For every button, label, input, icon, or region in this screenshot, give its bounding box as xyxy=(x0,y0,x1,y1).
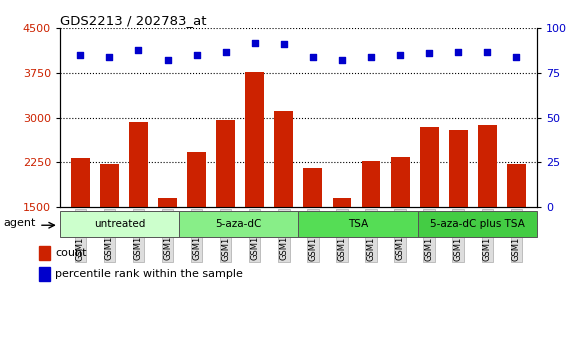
Bar xyxy=(417,211,537,237)
Text: untreated: untreated xyxy=(94,219,145,229)
Text: percentile rank within the sample: percentile rank within the sample xyxy=(55,269,243,279)
Bar xyxy=(507,164,526,207)
Bar xyxy=(299,211,417,237)
Text: GDS2213 / 202783_at: GDS2213 / 202783_at xyxy=(60,14,207,27)
Bar xyxy=(158,198,177,207)
Bar xyxy=(274,110,293,207)
Text: count: count xyxy=(55,248,87,258)
Bar xyxy=(303,169,323,207)
Bar xyxy=(39,268,50,281)
Point xyxy=(367,54,376,60)
Point xyxy=(134,47,143,53)
Bar xyxy=(449,130,468,207)
Point xyxy=(482,49,492,55)
Bar xyxy=(187,152,206,207)
Point xyxy=(279,41,288,47)
Text: agent: agent xyxy=(3,218,35,228)
Bar xyxy=(391,157,409,207)
Text: 5-aza-dC plus TSA: 5-aza-dC plus TSA xyxy=(430,219,525,229)
Bar xyxy=(478,125,497,207)
Point xyxy=(163,58,172,63)
Bar xyxy=(179,211,299,237)
Bar xyxy=(129,122,148,207)
Bar xyxy=(71,158,90,207)
Bar xyxy=(60,211,179,237)
Bar xyxy=(361,161,380,207)
Point xyxy=(250,40,259,45)
Bar xyxy=(39,246,50,260)
Point xyxy=(337,58,347,63)
Point xyxy=(76,52,85,58)
Bar xyxy=(100,164,119,207)
Bar xyxy=(420,127,439,207)
Point xyxy=(221,49,230,55)
Point xyxy=(308,54,317,60)
Bar xyxy=(332,198,351,207)
Point xyxy=(512,54,521,60)
Point xyxy=(454,49,463,55)
Point xyxy=(192,52,201,58)
Bar xyxy=(216,120,235,207)
Point xyxy=(105,54,114,60)
Point xyxy=(425,51,434,56)
Point xyxy=(396,52,405,58)
Text: TSA: TSA xyxy=(348,219,368,229)
Text: 5-aza-dC: 5-aza-dC xyxy=(216,219,262,229)
Bar xyxy=(246,73,264,207)
